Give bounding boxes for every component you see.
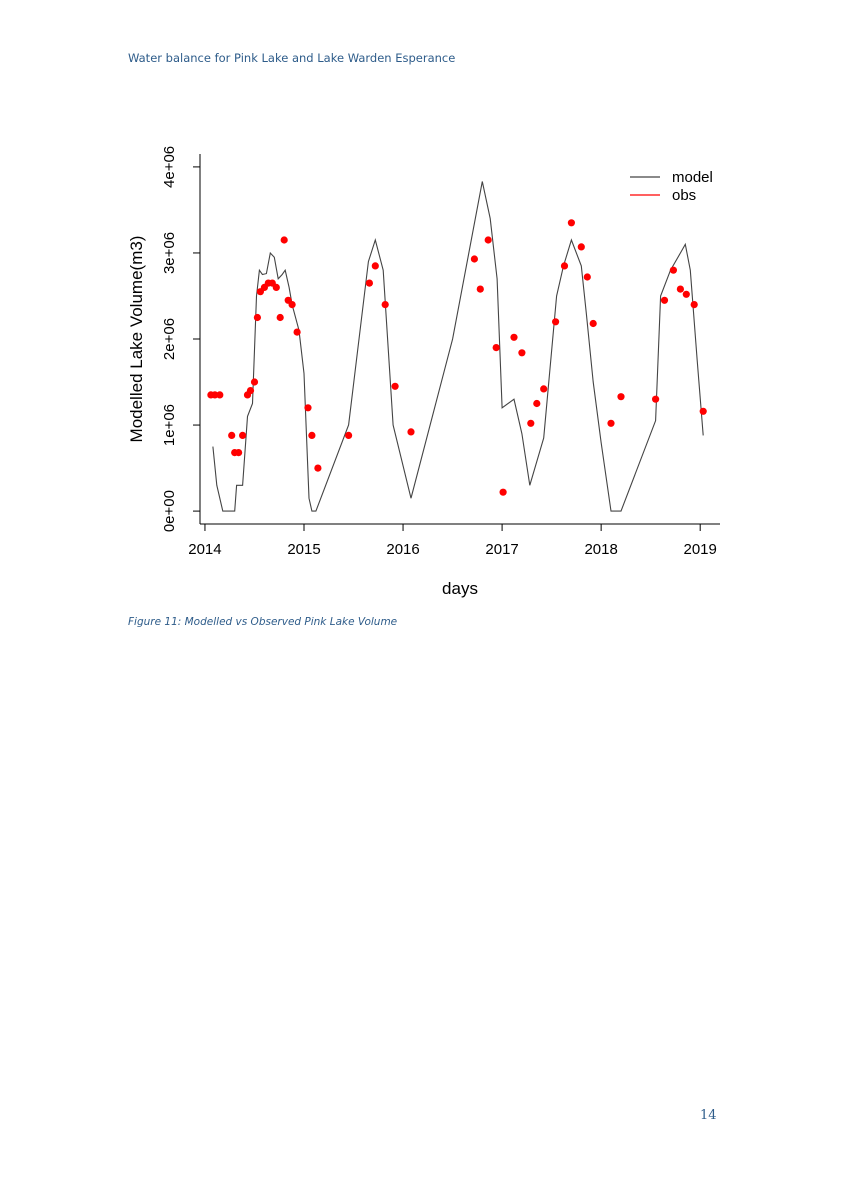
y-axis-label: Modelled Lake Volume(m3): [127, 236, 146, 443]
y-tick-label: 1e+06: [161, 404, 178, 446]
data-point-obs: [660, 296, 669, 304]
y-tick-label: 3e+06: [161, 232, 178, 274]
data-point-obs: [518, 349, 526, 357]
data-point-obs: [250, 378, 259, 386]
data-point-obs: [272, 283, 280, 291]
data-point-obs: [476, 285, 484, 293]
x-tick-label: 2019: [684, 541, 717, 558]
data-point-obs: [540, 385, 548, 393]
data-point-obs: [617, 393, 625, 401]
x-tick-label: 2017: [485, 541, 518, 558]
legend-label-model: model: [672, 169, 713, 186]
data-point-obs: [246, 387, 255, 395]
x-tick-label: 2016: [386, 541, 419, 558]
x-tick-label: 2015: [287, 541, 320, 558]
y-tick-label: 4e+06: [161, 146, 178, 188]
data-point-obs: [682, 290, 690, 298]
data-point-obs: [589, 319, 597, 328]
data-point-obs: [304, 404, 312, 412]
data-point-obs: [314, 464, 322, 472]
data-point-obs: [308, 431, 316, 439]
data-point-obs: [607, 419, 615, 427]
data-point-obs: [280, 236, 288, 244]
data-point-obs: [552, 318, 560, 326]
line-chart: 2014 2015 2016 2017 2018 2019 0e+00 1e+06 2e+06 3…: [127, 146, 720, 598]
data-point-obs: [407, 428, 415, 436]
figure: 2014 2015 2016 2017 2018 2019 0e+00 1e+06 2e+06 3…: [120, 140, 740, 610]
data-point-obs: [510, 333, 518, 341]
data-point-obs: [699, 407, 707, 415]
chart-axes: 2014 2015 2016 2017 2018 2019 0e+00 1e+06 2e+06 3…: [161, 146, 720, 558]
data-point-obs: [288, 301, 296, 309]
data-point-obs: [583, 273, 591, 281]
data-point-obs: [499, 488, 507, 496]
data-point-obs: [652, 395, 660, 403]
data-point-obs: [371, 262, 379, 270]
data-point-obs: [365, 279, 373, 287]
data-point-obs: [690, 301, 698, 309]
data-point-obs: [560, 262, 569, 270]
series-line-model: [212, 181, 704, 512]
data-point-obs: [239, 431, 247, 439]
data-point-obs: [391, 382, 399, 390]
data-point-obs: [381, 301, 389, 309]
data-point-obs: [216, 391, 224, 399]
data-point-obs: [345, 431, 353, 439]
page-number: 14: [700, 1108, 717, 1123]
data-point-obs: [228, 431, 236, 439]
data-point-obs: [235, 449, 243, 457]
chart-series: [207, 181, 707, 512]
running-header: Water balance for Pink Lake and Lake War…: [128, 51, 456, 65]
legend-label-obs: obs: [672, 187, 696, 204]
x-tick-label: 2014: [188, 541, 221, 558]
figure-caption: Figure 11: Modelled vs Observed Pink Lak…: [128, 616, 398, 628]
data-point-obs: [293, 328, 301, 336]
data-point-obs: [470, 255, 478, 263]
y-tick-label: 2e+06: [161, 318, 178, 360]
data-point-obs: [533, 399, 541, 408]
data-point-obs: [484, 236, 492, 244]
data-point-obs: [492, 344, 500, 352]
data-point-obs: [567, 219, 575, 227]
data-point-obs: [276, 313, 284, 322]
x-tick-label: 2018: [584, 541, 617, 558]
data-point-obs: [527, 419, 535, 427]
x-axis-label: days: [442, 579, 478, 598]
data-point-obs: [253, 313, 261, 322]
data-point-obs: [669, 266, 678, 274]
data-point-obs: [577, 243, 585, 251]
data-point-obs: [676, 285, 685, 293]
y-tick-label: 0e+00: [161, 490, 178, 532]
